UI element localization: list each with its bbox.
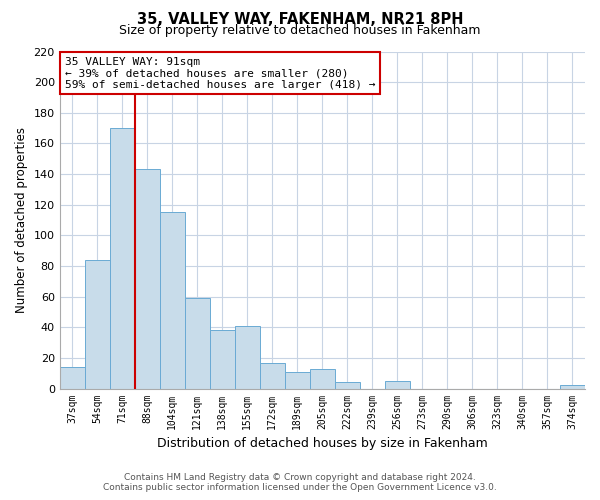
Bar (85, 260, 110, 388)
Bar (285, 372, 310, 388)
Bar (310, 368, 335, 388)
Bar (235, 326, 260, 388)
Bar (560, 386, 585, 388)
Text: 35 VALLEY WAY: 91sqm
← 39% of detached houses are smaller (280)
59% of semi-deta: 35 VALLEY WAY: 91sqm ← 39% of detached h… (65, 56, 376, 90)
Bar (335, 382, 360, 388)
Bar (110, 128, 135, 388)
Text: Size of property relative to detached houses in Fakenham: Size of property relative to detached ho… (119, 24, 481, 37)
Bar (260, 362, 285, 388)
Bar (160, 212, 185, 388)
Text: Contains HM Land Registry data © Crown copyright and database right 2024.
Contai: Contains HM Land Registry data © Crown c… (103, 473, 497, 492)
Bar (59, 367, 85, 388)
X-axis label: Distribution of detached houses by size in Fakenham: Distribution of detached houses by size … (157, 437, 488, 450)
Bar (385, 381, 410, 388)
Text: 35, VALLEY WAY, FAKENHAM, NR21 8PH: 35, VALLEY WAY, FAKENHAM, NR21 8PH (137, 12, 463, 28)
Bar (185, 298, 210, 388)
Bar (135, 170, 160, 388)
Bar (210, 330, 235, 388)
Y-axis label: Number of detached properties: Number of detached properties (15, 127, 28, 313)
